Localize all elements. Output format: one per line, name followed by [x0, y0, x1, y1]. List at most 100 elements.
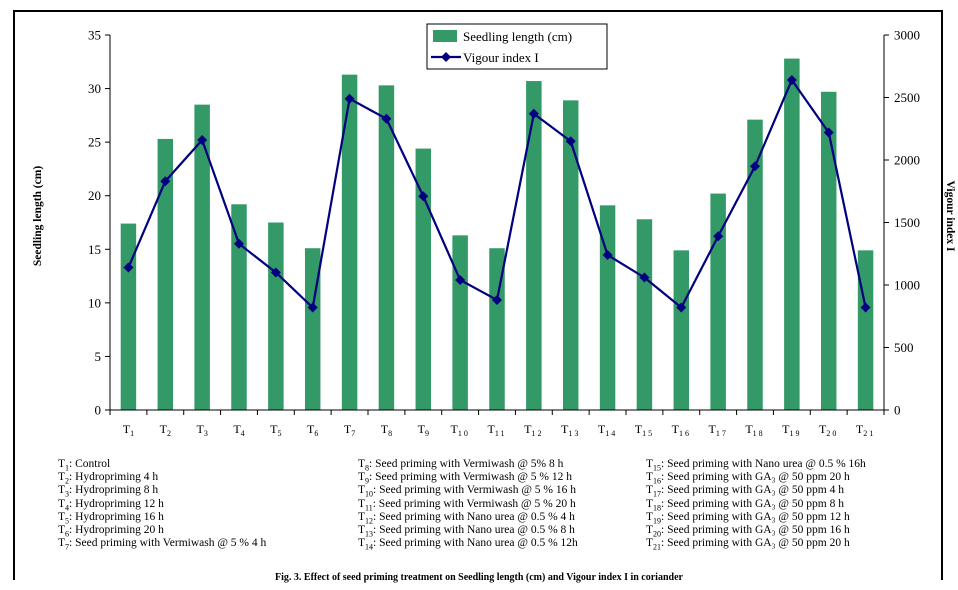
bar-t3: [194, 104, 210, 411]
vigour-marker-t7: [344, 93, 355, 104]
vigour-marker-t16: [676, 302, 687, 313]
treatment-id-sub: 1: [65, 463, 70, 473]
treatment-item: T2: Hydropriming 4 h: [58, 471, 266, 485]
treatment-text: : Hydropriming 16 h: [69, 510, 164, 523]
bar-t12: [526, 81, 542, 411]
vigour-marker-t18: [750, 161, 760, 172]
vigour-marker-t17: [713, 231, 724, 242]
bar-t9: [415, 148, 432, 411]
x-tick-label-t1: T1: [123, 422, 134, 438]
treatment-text: : Hydropriming 4 h: [69, 471, 159, 484]
treatment-legend-col-1: T1: Control T2: Hydropriming 4 h T3: Hydro…: [58, 458, 267, 552]
y-right-tick-label: 2000: [894, 153, 920, 168]
y-left-tick-label: 35: [88, 28, 101, 43]
treatment-id-sub: 8: [365, 463, 370, 473]
vigour-marker-t6: [307, 302, 318, 313]
bar-t10: [452, 235, 468, 410]
treatment-item: T11: Seed priming with Vermiwash @ 5 % 2…: [358, 498, 578, 512]
x-tick-label-t9: T9: [418, 422, 429, 438]
bar-t11: [489, 248, 505, 410]
y-left-tick-label: 20: [88, 188, 101, 203]
x-tick-label-t14: T14: [598, 422, 617, 438]
treatment-id-sub: 19: [653, 516, 662, 526]
vigour-marker-t8: [381, 113, 392, 124]
vigour-marker-t3: [197, 135, 208, 145]
vigour-marker-t9: [418, 191, 429, 202]
treatment-item: T16: Seed priming with GA₃ @ 50 ppm 20 h: [646, 471, 866, 486]
treatment-text: : Seed priming with Vermiwash @ 5 % 12 h: [369, 471, 573, 484]
treatment-item: T20: Seed priming with GA₃ @ 50 ppm 16 h: [646, 523, 866, 539]
treatment-id-sub: 14: [365, 542, 374, 552]
treatment-id-sub: 16: [653, 476, 662, 486]
treatment-text: : Seed priming with Nano urea @ 0.5 % 8 …: [373, 523, 575, 536]
figure-caption: Fig. 3. Effect of seed priming treatment…: [275, 572, 683, 583]
treatment-text: : Seed priming with GA₃ @ 50 ppm 20 h: [661, 537, 850, 550]
treatment-id: T: [646, 458, 654, 470]
treatment-text: : Seed priming with GA₃ @ 50 ppm 12 h: [661, 510, 850, 523]
vigour-marker-t19: [786, 75, 797, 85]
x-tick-label-t21: T21: [856, 422, 875, 438]
bar-t4: [231, 204, 247, 410]
bar-t16: [673, 250, 690, 410]
treatment-id: T: [58, 458, 66, 470]
legend-marker: [441, 52, 451, 62]
treatment-item: T7: Seed priming with Vermiwash @ 5 % 4 …: [58, 537, 267, 552]
treatment-text: : Seed priming with GA₃ @ 50 ppm 8 h: [661, 497, 844, 510]
x-tick-label-t3: T3: [196, 422, 207, 438]
bar-t7: [341, 74, 358, 411]
treatment-text: : Seed priming with Nano urea @ 0.5 % 16…: [661, 458, 866, 470]
vigour-marker-t13: [565, 136, 576, 147]
treatment-item: T19: Seed priming with GA₃ @ 50 ppm 12 h: [646, 510, 866, 526]
treatment-text: : Seed priming with GA₃ @ 50 ppm 16 h: [661, 523, 850, 536]
y-right-tick-label: 500: [894, 340, 914, 355]
treatment-text: : Control: [69, 458, 111, 470]
chart: 0 5 10 15 20 25 30 35 0 500 1000 1500 2000 2500 3000 T1…: [88, 23, 920, 438]
legend-swatch-bar: [433, 30, 457, 42]
x-tick-label-t13: T13: [561, 422, 580, 438]
treatment-item: T13: Seed priming with Nano urea @ 0.5 %…: [358, 523, 578, 539]
treatment-id: T: [646, 523, 654, 536]
y-left-tick-label: 15: [88, 242, 101, 257]
y-axis-left-label: Seedling length (cm): [32, 165, 44, 267]
treatment-id-sub: 6: [65, 529, 70, 539]
treatment-id-sub: 7: [65, 542, 70, 552]
treatment-item: T5: Hydropriming 16 h: [58, 510, 266, 525]
bar-t17: [710, 193, 726, 410]
x-tick-label-t15: T15: [635, 422, 654, 438]
legend-label-bar: Seedling length (cm): [463, 29, 572, 44]
x-tick-label-t7: T7: [344, 422, 355, 438]
treatment-id: T: [646, 471, 654, 484]
treatment-text: : Hydropriming 12 h: [69, 497, 164, 510]
treatment-id: T: [358, 458, 366, 470]
treatment-item: T21: Seed priming with GA₃ @ 50 ppm 20 h: [646, 537, 866, 552]
treatment-id-sub: 21: [653, 542, 662, 552]
treatment-id: T: [358, 523, 366, 536]
treatment-item: T15: Seed priming with Nano urea @ 0.5 %…: [646, 458, 866, 472]
x-tick-label-t2: T2: [160, 422, 171, 438]
treatment-id-sub: 17: [653, 489, 662, 499]
treatment-id-sub: 3: [65, 489, 70, 499]
treatment-text: : Seed priming with Vermiwash @ 5 % 4 h: [69, 537, 267, 550]
treatment-id-sub: 11: [365, 502, 373, 512]
legend-label-line: Vigour index I: [463, 50, 539, 65]
treatment-item: T12: Seed priming with Nano urea @ 0.5 %…: [358, 511, 578, 525]
y-left-tick-label: 25: [88, 135, 101, 150]
x-tick-label-t5: T5: [270, 422, 281, 438]
treatment-id: T: [646, 484, 654, 497]
y-right-tick-label: 2500: [894, 90, 920, 105]
y-left-tick-label: 5: [95, 349, 102, 364]
vigour-marker-t10: [455, 275, 466, 285]
treatment-text: : Seed priming with Nano urea @ 0.5 % 12…: [373, 537, 578, 550]
treatment-legend-col-3: T15: Seed priming with Nano urea @ 0.5 %…: [646, 458, 866, 552]
vigour-marker-t11: [492, 295, 502, 305]
treatment-item: T14: Seed priming with Nano urea @ 0.5 %…: [358, 537, 578, 552]
x-tick-label-t19: T19: [782, 422, 801, 438]
bar-t5: [268, 222, 284, 410]
treatment-id-sub: 20: [653, 529, 662, 539]
treatment-item: T4: Hydropriming 12 h: [58, 497, 266, 512]
treatment-text: : Seed priming with Vermiwash @ 5 % 16 h: [373, 484, 577, 497]
y-axis-right-label: Vigour index I: [944, 180, 956, 252]
treatment-text: : Seed priming with GA₃ @ 50 ppm 4 h: [661, 484, 844, 497]
y-right-tick-label: 1000: [894, 278, 920, 293]
treatment-id-sub: 13: [365, 529, 374, 539]
